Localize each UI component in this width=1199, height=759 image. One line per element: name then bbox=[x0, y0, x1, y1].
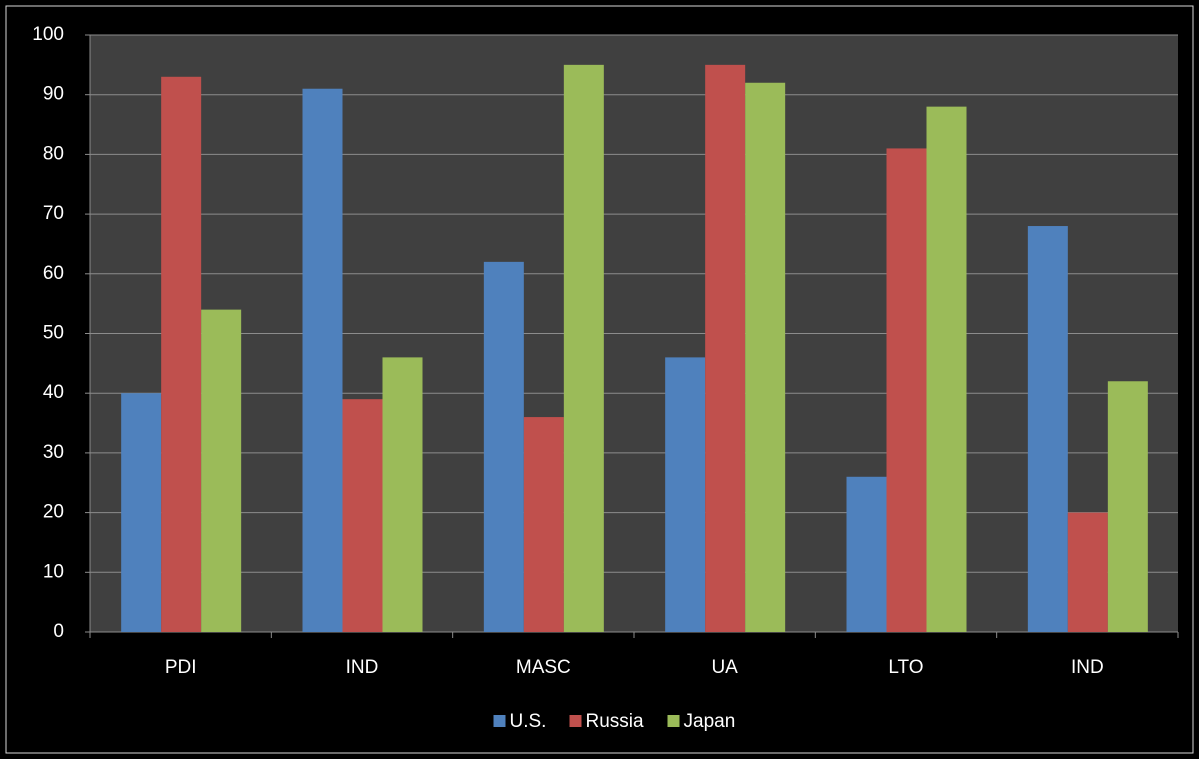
y-tick-label: 100 bbox=[32, 24, 64, 45]
x-tick-label: UA bbox=[711, 657, 738, 678]
bar bbox=[1027, 226, 1068, 633]
bar bbox=[523, 417, 564, 632]
bar bbox=[302, 88, 343, 633]
bar bbox=[342, 399, 383, 632]
bar bbox=[382, 357, 423, 632]
bar bbox=[886, 148, 927, 632]
bar bbox=[926, 106, 967, 632]
y-tick-label: 20 bbox=[43, 502, 64, 523]
x-tick-label: LTO bbox=[888, 657, 923, 678]
bar bbox=[483, 261, 524, 632]
y-tick-label: 50 bbox=[43, 323, 64, 344]
y-tick-label: 60 bbox=[43, 263, 64, 284]
x-tick-label: IND bbox=[346, 657, 379, 678]
legend-label: Russia bbox=[586, 711, 645, 732]
y-tick-label: 70 bbox=[43, 203, 64, 224]
bar bbox=[121, 393, 162, 632]
bar bbox=[1067, 512, 1108, 632]
bar bbox=[1107, 381, 1148, 632]
bar bbox=[846, 476, 887, 632]
y-tick-label: 40 bbox=[43, 382, 64, 403]
bar bbox=[745, 82, 786, 632]
y-tick-label: 0 bbox=[53, 621, 64, 642]
bar bbox=[563, 64, 604, 633]
y-tick-label: 30 bbox=[43, 442, 64, 463]
legend-swatch bbox=[569, 715, 582, 727]
legend-label: Japan bbox=[684, 711, 736, 732]
bar bbox=[161, 76, 202, 633]
chart-border bbox=[5, 5, 1194, 754]
legend-label: U.S. bbox=[510, 711, 547, 732]
y-tick-label: 90 bbox=[43, 84, 64, 105]
legend-swatch bbox=[667, 715, 680, 727]
bar bbox=[201, 309, 242, 632]
bar bbox=[665, 357, 706, 632]
x-tick-label: MASC bbox=[516, 657, 571, 678]
y-tick-label: 80 bbox=[43, 143, 64, 164]
y-tick-label: 10 bbox=[43, 561, 64, 582]
legend-swatch bbox=[493, 715, 506, 727]
bar bbox=[705, 64, 746, 633]
x-tick-label: IND bbox=[1071, 657, 1104, 678]
x-tick-label: PDI bbox=[165, 657, 197, 678]
